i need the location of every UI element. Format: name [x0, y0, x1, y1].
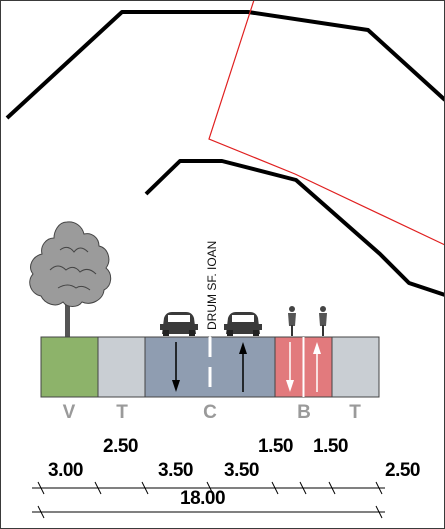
site-map: [5, 0, 445, 297]
lane-arrow-down-icon: [172, 342, 180, 392]
map-boundary-line-upper: [5, 10, 445, 120]
dimension-lane-left: 3.50: [158, 460, 193, 481]
zone-sidewalk-right: [331, 336, 380, 398]
dimension-sidewalk-left: 2.50: [103, 436, 138, 457]
dimension-bike-lane-right: 1.50: [313, 436, 348, 457]
zone-label-sidewalk-right: T: [349, 402, 361, 423]
cyclist-icon-right: [319, 306, 327, 336]
cross-section: [40, 300, 380, 398]
bike-arrow-down-icon: [286, 342, 294, 392]
cyclist-icon-left: [288, 306, 296, 336]
zone-label-bike-lane: B: [297, 402, 311, 423]
zone-sidewalk-left: [97, 336, 146, 398]
dimension-sidewalk-right: 2.50: [385, 460, 420, 481]
dimension-total: 18.00: [180, 488, 226, 509]
lane-arrow-up-icon: [239, 342, 247, 392]
zone-label-carriageway: C: [203, 402, 217, 423]
car-icon-left: [160, 312, 198, 336]
car-icon-right: [224, 312, 262, 336]
dimension-green-strip: 3.00: [48, 460, 83, 481]
map-highlight-parcel: [208, 0, 445, 246]
zone-green-strip: [40, 336, 99, 398]
zone-label-sidewalk-left: T: [116, 402, 128, 423]
tree-icon: [29, 221, 112, 337]
map-boundary-line-lower: [144, 159, 445, 297]
dimension-bike-lane-left: 1.50: [258, 436, 293, 457]
bike-arrow-up-icon: [313, 342, 321, 392]
street-name-label: DRUM SF. IOAN: [205, 240, 219, 330]
zone-label-greenery: V: [62, 402, 76, 423]
dimension-ticks: [37, 481, 383, 519]
dimension-lane-right: 3.50: [224, 460, 259, 481]
dimension-lines: [32, 481, 385, 519]
